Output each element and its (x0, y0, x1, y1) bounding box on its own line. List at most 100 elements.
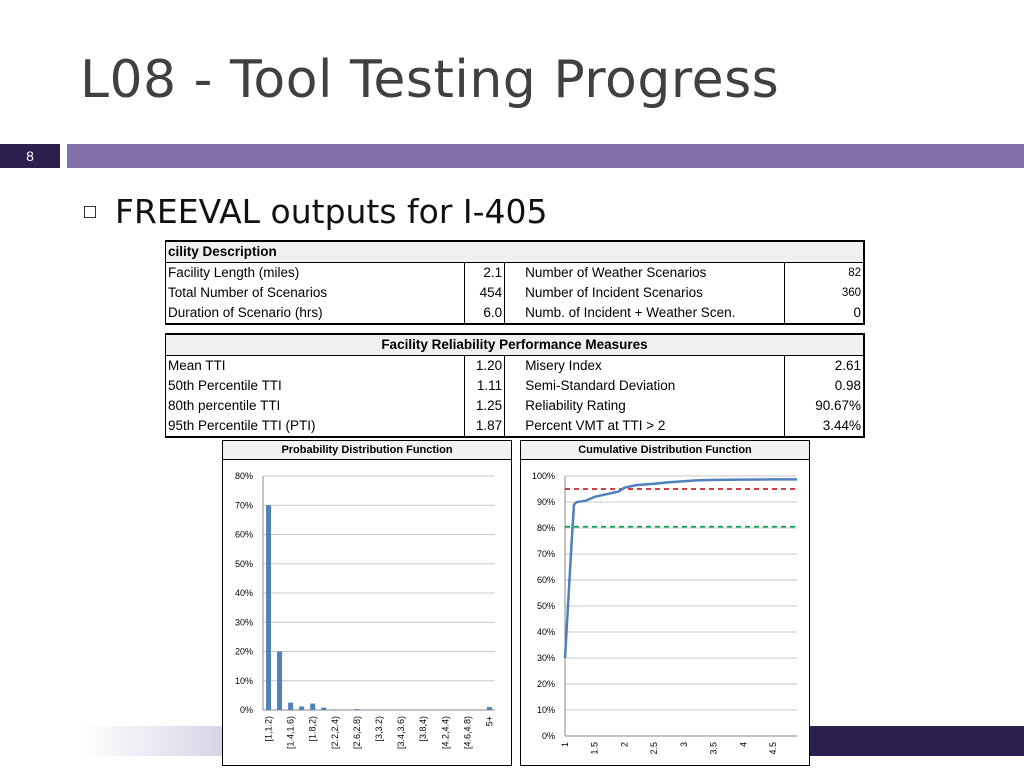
x-tick-label: 5+ (484, 716, 494, 726)
cell-value: 1.87 (465, 416, 505, 437)
cell-label: 50th Percentile TTI (166, 376, 465, 396)
cell-label: 80th percentile TTI (166, 396, 465, 416)
bullet-text: FREEVAL outputs for I-405 (115, 192, 548, 231)
y-tick-label: 60% (235, 530, 253, 540)
cell-value: 2.61 (784, 356, 864, 377)
y-tick-label: 80% (537, 523, 555, 533)
pdf-chart-panel: Probability Distribution Function 0% 10% 2… (222, 440, 512, 766)
y-tick-label: 0% (542, 731, 555, 741)
cell-value: 3.44% (784, 416, 864, 437)
x-tick-label: 2 (619, 742, 629, 747)
y-tick-label: 20% (235, 647, 253, 657)
x-tick-label: 1 (560, 742, 570, 747)
x-tick-label: 2.5 (649, 742, 659, 755)
cell-value: 82 (784, 263, 864, 284)
table-row: Total Number of Scenarios 454 Number of … (166, 283, 865, 303)
x-tick-label: [1,1.2) (264, 716, 274, 742)
y-tick-label: 30% (537, 653, 555, 663)
cell-label: Number of Weather Scenarios (505, 263, 785, 284)
table-row: Facility Length (miles) 2.1 Number of We… (166, 263, 865, 284)
y-tick-label: 10% (235, 676, 253, 686)
bar (277, 652, 282, 711)
bar (332, 709, 337, 710)
x-tick-label: [1.8,2) (308, 716, 318, 742)
table-row: Duration of Scenario (hrs) 6.0 Numb. of … (166, 303, 865, 324)
table-row: 80th percentile TTI 1.25 Reliability Rat… (166, 396, 865, 416)
slide-title: L08 - Tool Testing Progress (80, 50, 779, 110)
table-row: Mean TTI 1.20 Misery Index 2.61 (166, 356, 865, 377)
bar (321, 708, 326, 710)
x-tick-label: [4.2,4.4) (440, 716, 450, 749)
x-tick-label: 1.5 (590, 742, 600, 755)
y-tick-label: 10% (537, 705, 555, 715)
table-row: 95th Percentile TTI (PTI) 1.87 Percent V… (166, 416, 865, 437)
y-tick-label: 90% (537, 497, 555, 507)
cell-value: 1.20 (465, 356, 505, 377)
y-tick-label: 70% (235, 500, 253, 510)
x-tick-label: 4 (738, 742, 748, 747)
square-bullet-icon (84, 206, 96, 218)
table-row: 50th Percentile TTI 1.11 Semi-Standard D… (166, 376, 865, 396)
bar (299, 706, 304, 710)
cell-label: Semi-Standard Deviation (505, 376, 784, 396)
cell-label: Percent VMT at TTI > 2 (505, 416, 784, 437)
y-tick-label: 0% (240, 705, 253, 715)
cell-value: 360 (784, 283, 864, 303)
cell-value: 2.1 (465, 263, 505, 284)
pdf-chart-title: Probability Distribution Function (223, 441, 511, 460)
facility-description-table: cility Description Facility Length (mile… (165, 240, 865, 325)
x-tick-label: [2.2,2.4) (330, 716, 340, 749)
x-tick-label: [4.6,4.8) (462, 716, 472, 749)
title-divider-bar (67, 144, 1024, 168)
cell-label: 95th Percentile TTI (PTI) (166, 416, 465, 437)
x-tick-label: 4.5 (768, 742, 778, 755)
bar (266, 505, 271, 710)
cell-value: 1.11 (465, 376, 505, 396)
cell-label: Number of Incident Scenarios (505, 283, 785, 303)
cell-value: 90.67% (784, 396, 864, 416)
cell-value: 1.25 (465, 396, 505, 416)
bar (288, 703, 293, 710)
cdf-series-line (565, 479, 797, 658)
cell-value: 454 (465, 283, 505, 303)
y-tick-label: 50% (235, 559, 253, 569)
bottom-fade-band (80, 726, 224, 756)
x-tick-label: [2.6,2.8) (352, 716, 362, 749)
x-tick-label: [3.4,3.6) (396, 716, 406, 749)
facility-description-header: cility Description (166, 241, 865, 263)
y-tick-label: 50% (537, 601, 555, 611)
reliability-measures-header: Facility Reliability Performance Measure… (166, 334, 865, 356)
y-tick-label: 70% (537, 549, 555, 559)
x-tick-label: 3.5 (709, 742, 719, 755)
bar (310, 704, 315, 710)
cell-value: 6.0 (465, 303, 505, 324)
cell-label: Duration of Scenario (hrs) (166, 303, 465, 324)
x-tick-label: [3,3.2) (374, 716, 384, 742)
bar (354, 709, 359, 710)
y-tick-label: 100% (532, 471, 555, 481)
slide-number: 8 (0, 144, 60, 168)
y-tick-label: 60% (537, 575, 555, 585)
cdf-chart-panel: Cumulative Distribution Function 0% 10% 20… (520, 440, 810, 766)
bar (487, 707, 492, 710)
y-tick-label: 30% (235, 617, 253, 627)
y-tick-label: 20% (537, 679, 555, 689)
cell-label: Total Number of Scenarios (166, 283, 465, 303)
x-tick-label: [1.4,1.6) (286, 716, 296, 749)
x-tick-label: [3.8,4) (418, 716, 428, 742)
pdf-chart: 0% 10% 20% 30% 40% 50% 60% 70% 80% [1,1.2) [1.4,1.… (223, 460, 511, 766)
cell-label: Mean TTI (166, 356, 465, 377)
cell-label: Numb. of Incident + Weather Scen. (505, 303, 785, 324)
reliability-measures-table: Facility Reliability Performance Measure… (165, 333, 865, 438)
cell-label: Misery Index (505, 356, 784, 377)
cell-value: 0.98 (784, 376, 864, 396)
y-tick-label: 40% (235, 588, 253, 598)
cell-label: Facility Length (miles) (166, 263, 465, 284)
cell-label: Reliability Rating (505, 396, 784, 416)
bottom-dark-band (810, 726, 1024, 756)
cell-value: 0 (784, 303, 864, 324)
x-tick-label: 3 (679, 742, 689, 747)
cdf-chart-title: Cumulative Distribution Function (521, 441, 809, 460)
y-tick-label: 80% (235, 471, 253, 481)
